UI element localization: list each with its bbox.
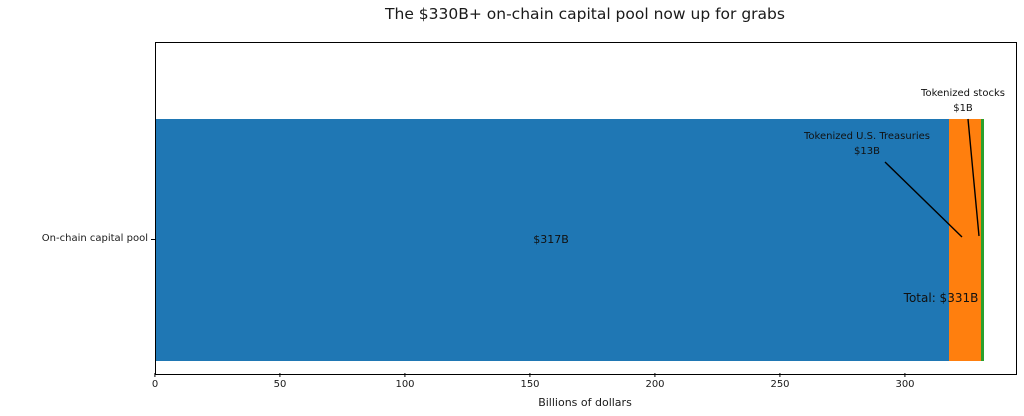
x-tick-label: 100 (395, 379, 415, 390)
x-tick-mark (154, 373, 156, 377)
chart-title: The $330B+ on-chain capital pool now up … (385, 5, 785, 23)
plot-area (155, 42, 1017, 375)
annotation-tokenized-stocks-title: Tokenized stocks (921, 88, 1005, 99)
y-tick-mark (151, 239, 155, 241)
x-tick-label: 250 (770, 379, 790, 390)
x-tick-label: 50 (273, 379, 287, 390)
annotation-tokenized-stocks-value: $1B (953, 102, 973, 114)
bar-segment-tokenized-stocks (981, 119, 984, 361)
x-tick-label: 300 (895, 379, 915, 390)
y-tick-label: On-chain capital pool (41, 233, 148, 244)
total-label: Total: $331B (903, 291, 979, 305)
annotation-tokenized-treasuries-title: Tokenized U.S. Treasuries (804, 131, 930, 142)
annotation-tokenized-treasuries: Tokenized U.S. Treasuries $13B (767, 130, 967, 159)
x-tick-mark (904, 373, 906, 377)
x-tick-label: 200 (645, 379, 665, 390)
x-axis: 0 50 100 150 200 250 300 (151, 373, 1015, 413)
x-tick-mark (279, 373, 281, 377)
blue-segment-value-label: $317B (533, 233, 569, 246)
x-tick-label: 0 (151, 379, 159, 390)
x-tick-mark (654, 373, 656, 377)
annotation-tokenized-treasuries-value: $13B (854, 145, 880, 157)
x-tick-mark (529, 373, 531, 377)
x-tick-mark (404, 373, 406, 377)
x-tick-label: 150 (520, 379, 540, 390)
x-tick-mark (779, 373, 781, 377)
annotation-tokenized-stocks: Tokenized stocks $1B (878, 87, 1024, 116)
stacked-bar (156, 119, 1016, 361)
x-axis-label: Billions of dollars (538, 396, 632, 409)
bar-segment-on-chain-pool (156, 119, 949, 361)
